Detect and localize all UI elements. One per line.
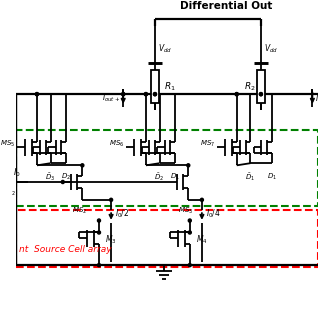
Circle shape xyxy=(187,164,190,167)
Circle shape xyxy=(188,231,191,234)
Text: nt  Source Cell array: nt Source Cell array xyxy=(19,245,111,254)
Text: ${}_{2}$: ${}_{2}$ xyxy=(11,190,16,198)
Text: $D_2$: $D_2$ xyxy=(61,171,71,181)
Circle shape xyxy=(235,92,238,96)
Circle shape xyxy=(260,92,262,96)
Circle shape xyxy=(36,92,38,96)
Text: $R_2$: $R_2$ xyxy=(244,80,256,92)
Text: $MS_6$: $MS_6$ xyxy=(109,139,124,149)
Text: $I_0/2$: $I_0/2$ xyxy=(115,207,129,220)
Circle shape xyxy=(109,198,113,201)
Bar xyxy=(257,70,265,103)
Text: $V_{dd}$: $V_{dd}$ xyxy=(264,43,278,55)
Circle shape xyxy=(154,92,156,96)
Circle shape xyxy=(36,92,38,96)
Text: $M_4$: $M_4$ xyxy=(196,234,207,246)
Circle shape xyxy=(188,219,191,222)
Circle shape xyxy=(98,264,100,267)
Text: $D_1$: $D_1$ xyxy=(267,171,276,181)
Circle shape xyxy=(98,219,100,222)
Text: $MS_7$: $MS_7$ xyxy=(200,139,215,149)
Circle shape xyxy=(122,92,125,96)
Text: $V_{dd}$: $V_{dd}$ xyxy=(158,43,172,55)
Circle shape xyxy=(188,264,191,267)
Text: $I$: $I$ xyxy=(316,92,319,103)
Circle shape xyxy=(144,92,148,96)
Text: $MS_2$: $MS_2$ xyxy=(72,206,87,216)
Text: Differential Out: Differential Out xyxy=(180,1,272,11)
Text: $I_{out+}$: $I_{out+}$ xyxy=(102,91,120,104)
Text: $MS_3$: $MS_3$ xyxy=(178,206,193,216)
Circle shape xyxy=(98,231,100,234)
Bar xyxy=(16,130,318,205)
Circle shape xyxy=(144,92,148,96)
Text: $I_0/4$: $I_0/4$ xyxy=(206,207,221,220)
Circle shape xyxy=(154,92,156,96)
Text: $I_0$: $I_0$ xyxy=(13,166,20,179)
Circle shape xyxy=(81,164,84,167)
Circle shape xyxy=(122,92,125,96)
Text: $R_1$: $R_1$ xyxy=(164,80,176,92)
Circle shape xyxy=(200,198,204,201)
Text: $D_1$: $D_1$ xyxy=(170,171,180,181)
Circle shape xyxy=(61,180,64,184)
Circle shape xyxy=(235,92,238,96)
Text: $\bar{D}_2$: $\bar{D}_2$ xyxy=(155,171,164,183)
Bar xyxy=(151,70,159,103)
Text: $\bar{D}_3$: $\bar{D}_3$ xyxy=(45,171,56,183)
Text: $\bar{D}_1$: $\bar{D}_1$ xyxy=(245,171,255,183)
Circle shape xyxy=(260,92,262,96)
Text: $MS_5$: $MS_5$ xyxy=(0,139,15,149)
Bar xyxy=(16,210,318,267)
Text: $M_3$: $M_3$ xyxy=(105,234,116,246)
